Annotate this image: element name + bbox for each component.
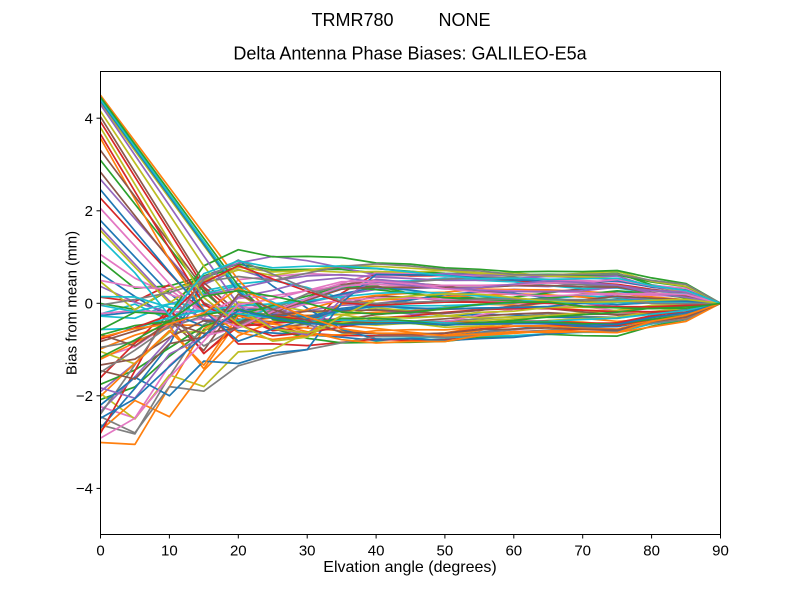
svg-text:Bias from mean (mm): Bias from mean (mm) (64, 231, 81, 375)
svg-text:4: 4 (85, 110, 93, 127)
svg-text:2: 2 (85, 203, 93, 220)
svg-text:−4: −4 (76, 481, 93, 498)
svg-text:10: 10 (161, 542, 178, 559)
svg-text:70: 70 (574, 542, 591, 559)
svg-text:50: 50 (437, 542, 454, 559)
svg-text:60: 60 (505, 542, 522, 559)
svg-text:TRMR780: TRMR780 (312, 10, 394, 30)
svg-text:0: 0 (96, 542, 104, 559)
svg-text:30: 30 (299, 542, 316, 559)
svg-text:80: 80 (643, 542, 660, 559)
svg-text:40: 40 (368, 542, 385, 559)
svg-text:0: 0 (85, 296, 93, 313)
svg-text:90: 90 (712, 542, 729, 559)
svg-text:20: 20 (230, 542, 247, 559)
svg-text:Delta Antenna Phase Biases: GA: Delta Antenna Phase Biases: GALILEO-E5a (233, 44, 587, 64)
svg-text:NONE: NONE (439, 10, 491, 30)
svg-text:−2: −2 (76, 388, 93, 405)
svg-text:Elvation angle (degrees): Elvation angle (degrees) (323, 559, 496, 576)
